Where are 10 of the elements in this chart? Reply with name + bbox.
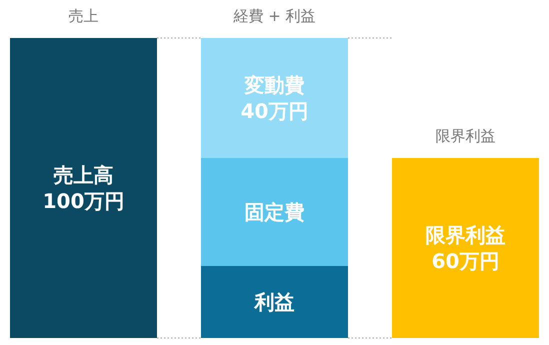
data-label: 40万円	[240, 99, 308, 123]
series-label: 限界利益	[426, 223, 506, 247]
series-label: 固定費	[244, 200, 304, 224]
series-label: 売上高	[54, 163, 114, 187]
series-label: 変動費	[244, 73, 304, 97]
data-label: 60万円	[432, 249, 500, 273]
series-label: 利益	[254, 290, 294, 314]
x-tick-label: 売上	[68, 7, 98, 25]
data-label: 100万円	[42, 189, 124, 213]
x-tick-label: 経費 + 利益	[232, 7, 316, 25]
